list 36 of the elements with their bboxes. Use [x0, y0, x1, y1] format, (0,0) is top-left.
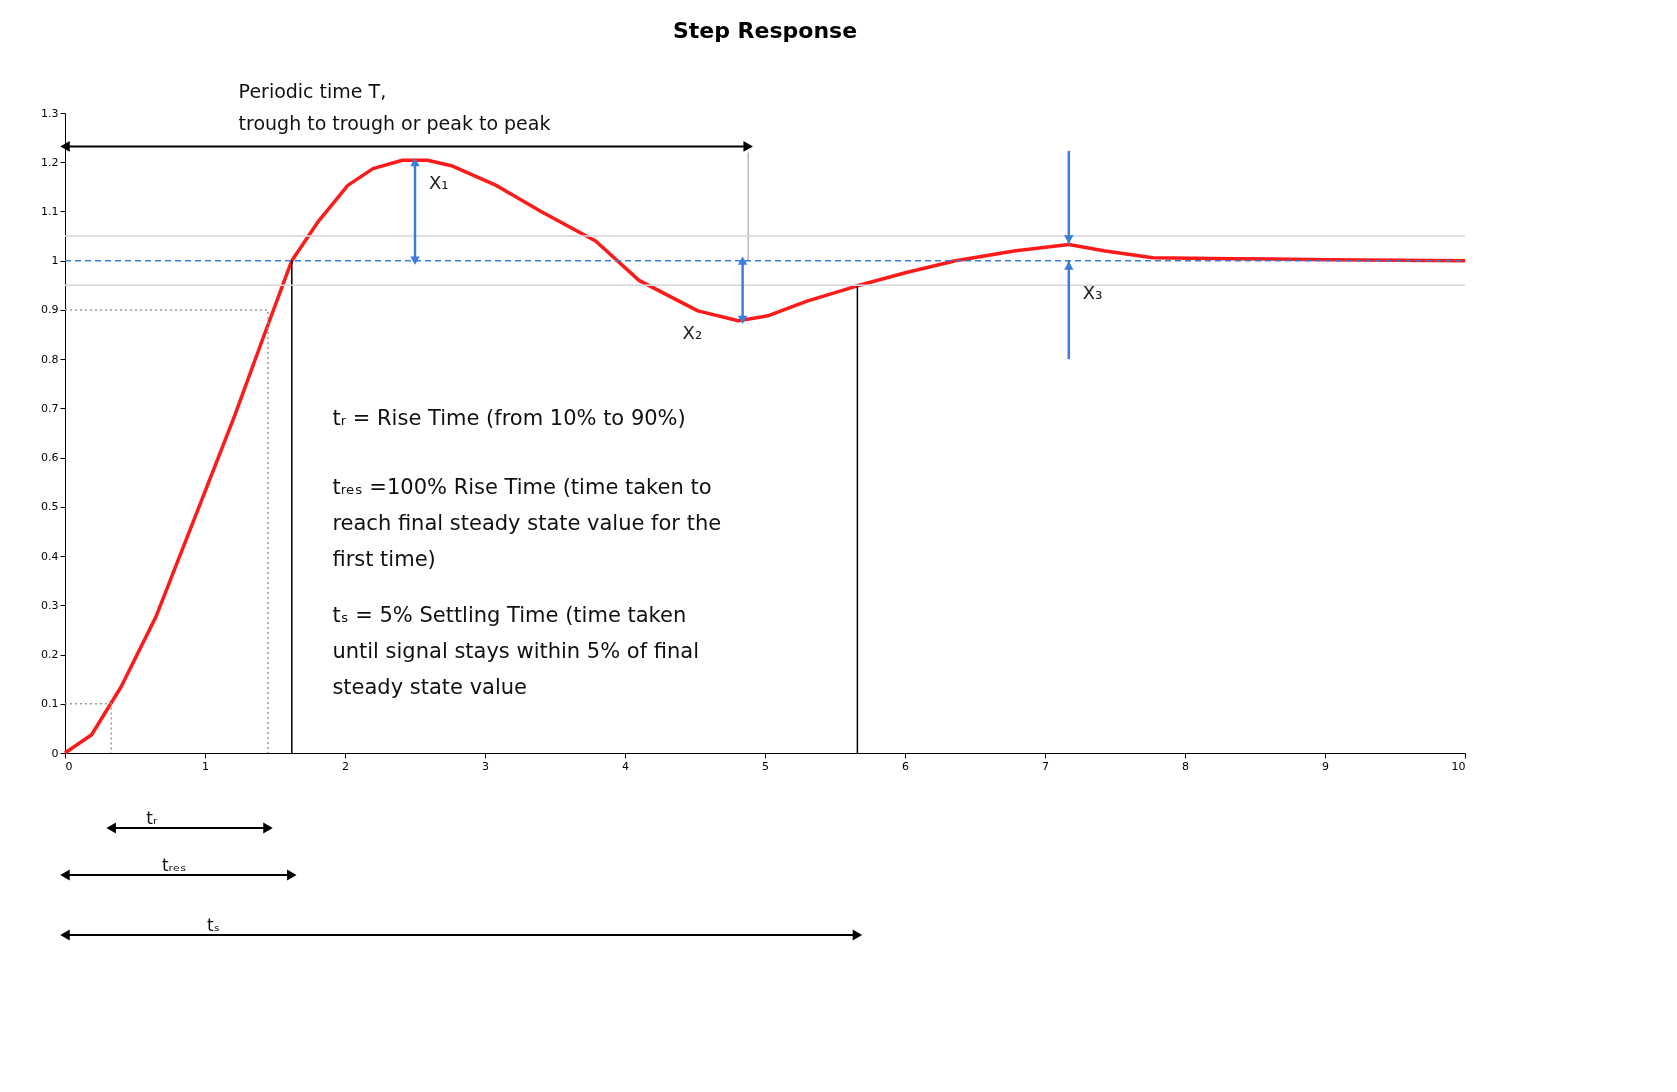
annotation: tᵣₑₛ =100% Rise Time (time taken to reach final steady state value for the first time) — [332, 475, 722, 571]
y-tick-label: 0.5 — [41, 500, 59, 514]
annotation: Periodic time T, trough to trough or peak to peak — [238, 80, 551, 135]
y-tick-label: 0.3 — [41, 598, 59, 612]
x-tick-label: 4 — [622, 759, 629, 773]
text: tᵣₑₛ — [161, 855, 187, 875]
x-tick-label: 5 — [762, 759, 769, 773]
x-tick-label: 6 — [902, 759, 909, 773]
x-tick-label: 10 — [1451, 759, 1466, 773]
text: tᵣ — [146, 808, 158, 828]
chart-title: Step Response — [672, 18, 858, 43]
y-tick-label: 1.3 — [41, 106, 59, 120]
y-tick-label: 0.7 — [41, 401, 59, 415]
x-tick-label: 0 — [65, 759, 73, 773]
x-tick-label: 2 — [342, 759, 349, 773]
y-tick-label: 1 — [51, 254, 59, 268]
y-tick-label: 0 — [51, 746, 59, 760]
x-tick-label: 9 — [1322, 759, 1329, 773]
annotation: X₂ — [682, 321, 703, 343]
text: tₛ — [206, 915, 220, 935]
annotation: X₁ — [429, 172, 449, 194]
x-tick-label: 1 — [202, 759, 209, 773]
y-tick-label: 0.8 — [41, 352, 59, 366]
annotation: tᵣ = Rise Time (from 10% to 90%) — [332, 406, 686, 431]
annotation: tₛ = 5% Settling Time (time taken until signal stays within 5% of final steady state value — [332, 603, 700, 699]
x-tick-label: 8 — [1182, 759, 1189, 773]
x-tick-label: 3 — [482, 759, 489, 773]
y-tick-label: 0.4 — [41, 549, 59, 563]
annotation: X₃ — [1082, 282, 1103, 304]
y-tick-label: 0.6 — [41, 451, 59, 465]
y-tick-label: 1.1 — [41, 204, 59, 218]
y-tick-label: 0.9 — [41, 303, 59, 317]
x-tick-label: 7 — [1042, 759, 1049, 773]
y-tick-label: 0.1 — [41, 697, 59, 711]
y-tick-label: 1.2 — [41, 155, 59, 169]
y-tick-label: 0.2 — [41, 648, 59, 662]
